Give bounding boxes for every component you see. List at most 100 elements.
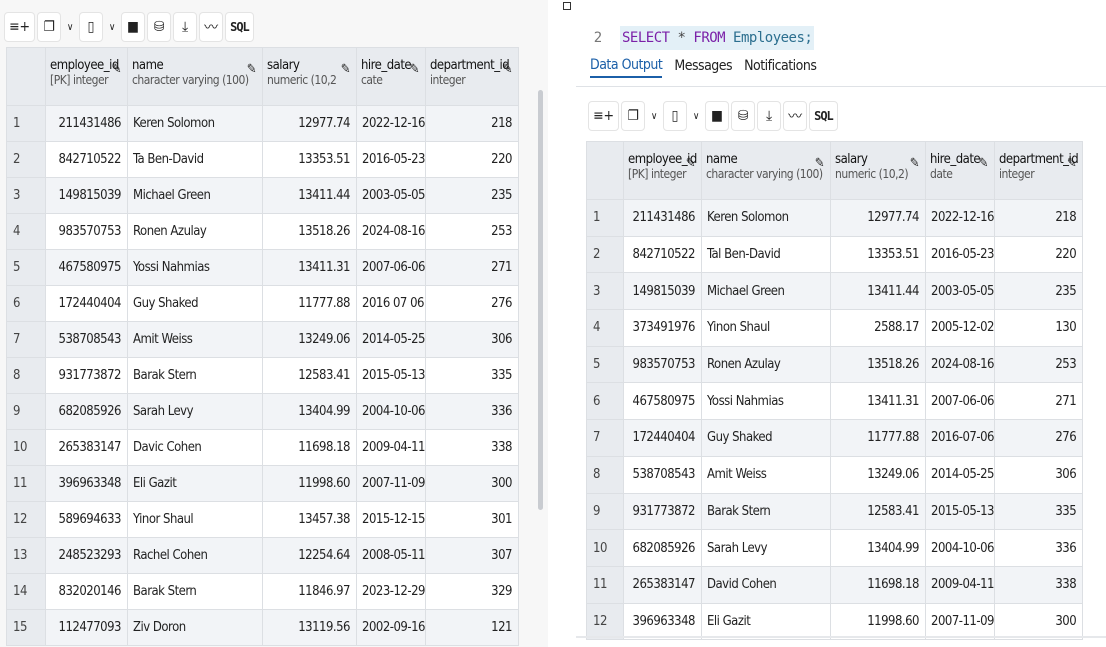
cell-employee-id[interactable]: 983570753	[45, 213, 128, 250]
cell-employee-id[interactable]: 832020146	[45, 573, 128, 610]
table-row[interactable]: 5 983570753 Ronen Azulay 13518.26 2024-08-16…	[586, 345, 1084, 384]
column-header-salary[interactable]: salary numeric (10,2 ✎	[262, 47, 357, 106]
maximize-icon[interactable]	[563, 2, 571, 10]
cell-name[interactable]: Michael Green	[127, 177, 263, 214]
table-row[interactable]: 10 265383147 Davic Cohen 11698.18 2009-04-11…	[6, 429, 519, 466]
row-number[interactable]: 15	[6, 609, 46, 646]
cell-name[interactable]: Ziv Doron	[127, 609, 263, 646]
cell-name[interactable]: Tal Ben-David	[701, 235, 831, 274]
cell-salary[interactable]: 11777.88	[830, 419, 926, 457]
cell-employee-id[interactable]: 373491976	[623, 309, 702, 347]
cell-salary[interactable]: 12254.64	[262, 537, 357, 574]
cell-employee-id[interactable]: 682085926	[45, 393, 128, 430]
row-number[interactable]: 12	[6, 501, 46, 538]
cell-salary[interactable]: 2588.17	[830, 309, 926, 347]
table-row[interactable]: 6 172440404 Guy Shaked 11777.88 2016 07 06 27…	[6, 285, 519, 322]
cell-salary[interactable]: 11846.97	[262, 573, 357, 610]
table-row[interactable]: 14 832020146 Barak Stern 11846.97 2023-12-29…	[6, 573, 519, 610]
cell-name[interactable]: Ronen Azulay	[127, 213, 263, 250]
table-row[interactable]: 4 983570753 Ronen Azulay 13518.26 2024-08-16…	[6, 213, 519, 250]
row-number[interactable]: 4	[586, 309, 624, 347]
cell-salary[interactable]: 11998.60	[830, 602, 926, 641]
row-number[interactable]: 8	[6, 357, 46, 394]
cell-employee-id[interactable]: 211431486	[623, 199, 702, 237]
column-header-hire-date[interactable]: hire_date cate ✎	[356, 47, 426, 106]
vertical-scrollbar[interactable]	[538, 90, 543, 510]
cell-hire-date[interactable]: 2015-05-13	[925, 492, 995, 531]
chevron-down-icon[interactable]: ∨	[108, 21, 116, 33]
save-data-icon[interactable]: ⛁	[731, 101, 756, 131]
cell-hire-date[interactable]: 2014-05-25	[356, 321, 426, 358]
download-icon[interactable]: ⤓	[173, 12, 198, 42]
cell-name[interactable]: Amit Weiss	[127, 321, 263, 358]
cell-employee-id[interactable]: 538708543	[623, 455, 702, 494]
cell-salary[interactable]: 13457.38	[262, 501, 357, 538]
table-row[interactable]: 8 538708543 Amit Weiss 13249.06 2014-05-25 30…	[586, 455, 1084, 494]
table-row[interactable]: 13 248523293 Rachel Cohen 12254.64 2008-05-1…	[6, 537, 519, 574]
cell-employee-id[interactable]: 842710522	[45, 141, 128, 178]
cell-hire-date[interactable]: 2022-12-16	[356, 105, 426, 142]
edit-pencil-icon[interactable]: ✎	[1066, 156, 1077, 171]
cell-name[interactable]: Eli Gazit	[127, 465, 263, 502]
chevron-down-icon[interactable]: ∨	[692, 110, 700, 122]
cell-salary[interactable]: 13411.31	[830, 382, 926, 421]
paste-icon[interactable]: ▯	[79, 12, 104, 42]
cell-name[interactable]: Yossi Nahmias	[127, 249, 263, 286]
table-row[interactable]: 9 931773872 Barak Stern 12583.41 2015-05-13 3…	[586, 492, 1084, 531]
cell-employee-id[interactable]: 149815039	[45, 177, 128, 214]
table-row[interactable]: 3 149815039 Michael Green 13411.44 2003-05-0…	[586, 272, 1084, 311]
cell-salary[interactable]: 13404.99	[830, 529, 926, 567]
edit-pencil-icon[interactable]: ✎	[502, 62, 513, 77]
row-number[interactable]: 2	[586, 235, 624, 274]
cell-salary[interactable]: 13249.06	[830, 455, 926, 494]
cell-hire-date[interactable]: 2009-04-11	[356, 429, 426, 466]
add-row-icon[interactable]: ≡+	[4, 12, 36, 42]
chevron-down-icon[interactable]: ∨	[66, 21, 74, 33]
cell-employee-id[interactable]: 931773872	[623, 492, 702, 531]
cell-employee-id[interactable]: 112477093	[45, 609, 128, 646]
cell-salary[interactable]: 12583.41	[262, 357, 357, 394]
edit-pencil-icon[interactable]: ✎	[409, 62, 420, 77]
table-row[interactable]: 10 682085926 Sarah Levy 13404.99 2004-10-06 3…	[586, 529, 1084, 567]
cell-name[interactable]: Barak Stern	[701, 492, 831, 531]
table-row[interactable]: 3 149815039 Michael Green 13411.44 2003-05-0…	[6, 177, 519, 214]
cell-department-id[interactable]: 329	[425, 573, 519, 610]
cell-hire-date[interactable]: 2003-05-05	[356, 177, 426, 214]
cell-name[interactable]: Eli Gazit	[701, 602, 831, 641]
cell-salary[interactable]: 12977.74	[262, 105, 357, 142]
row-number[interactable]: 8	[586, 455, 624, 494]
paste-icon[interactable]: ▯	[663, 101, 688, 131]
row-number[interactable]: 4	[6, 213, 46, 250]
cell-employee-id[interactable]: 538708543	[45, 321, 128, 358]
cell-name[interactable]: Yossi Nahmias	[701, 382, 831, 421]
table-row[interactable]: 11 396963348 Eli Gazit 11998.60 2007-11-09 30…	[6, 465, 519, 502]
cell-department-id[interactable]: 338	[993, 565, 1084, 604]
row-number[interactable]: 6	[586, 382, 624, 421]
cell-salary[interactable]: 13411.44	[262, 177, 357, 214]
column-header-employee-id[interactable]: employee_id [PK] integer ✎	[45, 47, 128, 106]
cell-hire-date[interactable]: 2016 07 06	[356, 285, 426, 322]
cell-employee-id[interactable]: 172440404	[45, 285, 128, 322]
cell-department-id[interactable]: 253	[425, 213, 519, 250]
cell-hire-date[interactable]: 2022-12-16	[925, 199, 995, 237]
edit-pencil-icon[interactable]: ✎	[814, 156, 825, 171]
delete-icon[interactable]: ■	[705, 101, 730, 131]
column-header-name[interactable]: name character varying (100) ✎	[127, 47, 263, 106]
cell-department-id[interactable]: 301	[425, 501, 519, 538]
cell-hire-date[interactable]: 2005-12-02	[925, 309, 995, 347]
cell-name[interactable]: Ronen Azulay	[701, 345, 831, 384]
cell-salary[interactable]: 11998.60	[262, 465, 357, 502]
sql-button[interactable]: SQL	[809, 101, 838, 131]
cell-department-id[interactable]: 276	[425, 285, 519, 322]
row-number[interactable]: 7	[586, 419, 624, 457]
graph-icon[interactable]: 〰	[783, 101, 808, 131]
cell-department-id[interactable]: 338	[425, 429, 519, 466]
cell-department-id[interactable]: 335	[425, 357, 519, 394]
cell-hire-date[interactable]: 2016-07-06	[925, 419, 995, 457]
row-number[interactable]: 11	[6, 465, 46, 502]
cell-employee-id[interactable]: 983570753	[623, 345, 702, 384]
cell-department-id[interactable]: 336	[993, 529, 1084, 567]
cell-department-id[interactable]: 218	[425, 105, 519, 142]
cell-hire-date[interactable]: 2014-05-25	[925, 455, 995, 494]
column-header-salary[interactable]: salary numeric (10,2) ✎	[830, 141, 926, 200]
